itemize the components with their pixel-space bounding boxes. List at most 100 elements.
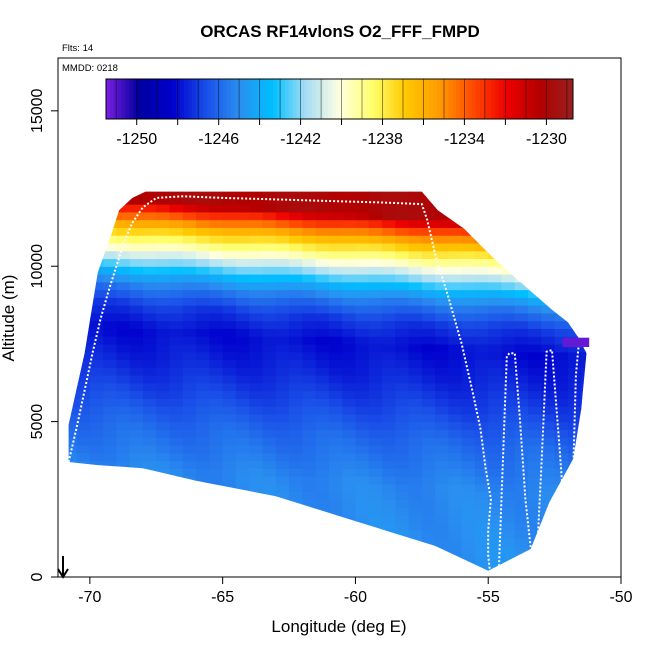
colorbar-cell [152, 79, 158, 119]
field-cell [408, 530, 423, 539]
field-cell [235, 320, 250, 329]
field-cell [275, 351, 290, 361]
field-cell [196, 204, 210, 213]
field-cell [395, 191, 410, 197]
field-cell [169, 297, 184, 306]
x-tick-label: -50 [609, 589, 632, 606]
field-cell [315, 250, 330, 260]
field-cell [209, 336, 224, 345]
field-cell [541, 359, 556, 368]
field-cell [196, 266, 210, 275]
field-cell [302, 421, 317, 430]
field-cell [129, 219, 144, 228]
field-cell [501, 312, 516, 322]
field-cell [262, 359, 277, 368]
colorbar-cell [510, 79, 516, 119]
field-cell [501, 382, 516, 392]
field-cell [222, 196, 237, 205]
field-cell [435, 235, 449, 244]
field-cell [342, 507, 357, 516]
field-cell [249, 273, 264, 283]
colorbar-cell [366, 79, 372, 119]
field-cell [501, 468, 516, 477]
field-cell [156, 297, 171, 306]
field-cell [355, 367, 370, 376]
field-cell [488, 444, 503, 454]
field-cell [395, 413, 410, 423]
field-cell [315, 191, 330, 197]
field-cell [342, 250, 357, 260]
field-cell [142, 258, 157, 267]
field-cell [567, 406, 582, 415]
field-cell [103, 235, 118, 244]
field-cell [289, 476, 303, 485]
field-cell [289, 413, 303, 423]
field-cell [328, 204, 343, 213]
field-cell [156, 413, 171, 423]
field-cell [461, 390, 476, 399]
field-cell [302, 328, 317, 337]
field-cell [262, 476, 277, 485]
field-cell [514, 305, 529, 314]
field-cell [76, 374, 91, 384]
field-cell [368, 289, 383, 298]
field-cell [421, 522, 436, 531]
field-cell [275, 250, 290, 260]
field-cell [395, 359, 410, 368]
colorbar-cell [343, 79, 348, 119]
field-cell [169, 367, 184, 376]
field-cell [289, 460, 303, 469]
field-cell [528, 452, 542, 462]
field-cell [514, 452, 529, 462]
field-cell [275, 297, 290, 306]
field-cell [222, 374, 237, 384]
field-cell [541, 476, 556, 485]
field-cell [328, 390, 343, 399]
field-cell [302, 343, 317, 353]
field-cell [541, 336, 556, 345]
field-cell [488, 351, 503, 361]
field-cell [342, 235, 357, 244]
field-cell [129, 289, 144, 298]
field-cell [289, 235, 303, 244]
colorbar-cell [179, 79, 185, 119]
field-cell [395, 312, 410, 322]
field-cell [129, 382, 144, 392]
field-cell [328, 196, 343, 205]
field-cell [222, 343, 237, 353]
field-cell [461, 530, 476, 539]
field-cell [395, 367, 410, 376]
field-cell [501, 437, 516, 446]
field-cell [249, 297, 264, 306]
field-cell [342, 382, 357, 392]
field-cell [488, 452, 503, 462]
field-cell [142, 219, 157, 228]
field-cell [262, 336, 277, 345]
field-cell [448, 312, 463, 322]
field-cell [448, 390, 463, 399]
field-cell [368, 359, 383, 368]
field-cell [142, 413, 157, 423]
field-cell [474, 382, 489, 392]
field-cell [249, 421, 264, 430]
field-cell [395, 211, 410, 221]
field-cell [275, 227, 290, 236]
field-cell [355, 499, 370, 508]
field-cell [129, 351, 144, 361]
field-cell [368, 351, 383, 361]
field-cell [514, 398, 529, 407]
field-cell [328, 406, 343, 415]
field-cell [514, 281, 529, 291]
field-cell [368, 374, 383, 384]
colorbar-cell [362, 79, 368, 119]
field-cell [368, 250, 383, 260]
field-cell [581, 343, 587, 353]
field-cell [68, 444, 78, 454]
field-cell [368, 390, 383, 399]
field-cell [275, 289, 290, 298]
field-cell [368, 204, 383, 213]
field-cell [182, 305, 197, 314]
field-cell [289, 305, 303, 314]
field-cell [289, 390, 303, 399]
field-cell [289, 351, 303, 361]
